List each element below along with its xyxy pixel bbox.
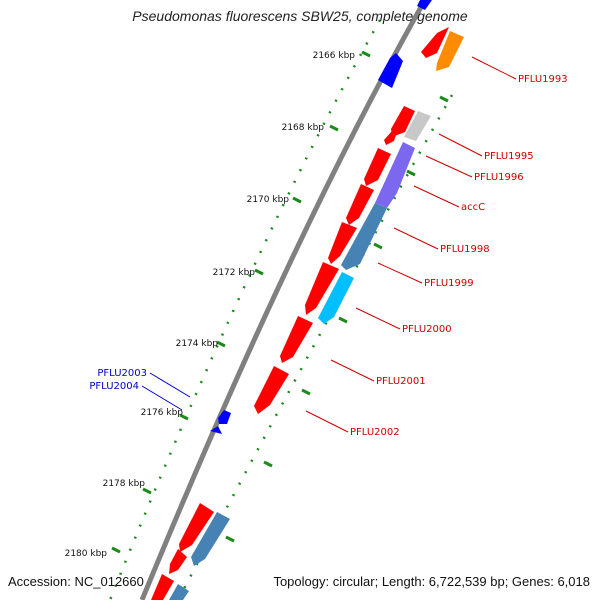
highlight-features [169,31,464,600]
callout-line [149,372,191,398]
callout-lines-plus [141,372,191,411]
gene-label: PFLU1995 [484,151,534,162]
gene-arrow [179,503,214,552]
gene-arrow-plus-top [417,0,432,10]
tick-mark [406,169,416,177]
gene-label: PFLU1998 [440,244,490,255]
genome-summary-text: Topology: circular; Length: 6,722,539 bp… [273,574,590,589]
dotted-tracks [108,19,454,600]
callout-line [393,227,439,250]
tick-mark [179,413,189,421]
feature-steelblue [341,203,387,270]
tick-mark [439,95,449,103]
tick-label: 2176 kbp [141,408,184,418]
major-ticks [111,50,371,554]
gene-label: PFLU2001 [376,376,426,387]
gene-label: PFLU1996 [474,172,524,183]
gene-arrow [346,184,374,225]
gene-arrow-pflu1993 [421,27,449,58]
outer-dotted-track [108,19,382,600]
tick-mark [142,487,152,495]
tick-label: 2174 kbp [176,339,219,349]
tick-mark [111,546,121,554]
feature-grey [404,111,431,141]
gene-label: PFLU2000 [402,324,452,335]
tick-mark [338,316,348,324]
genome-backbone [139,0,428,600]
callout-lines [305,56,517,433]
minus-strand-features [151,27,449,600]
gene-label: PFLU2003 [97,368,147,379]
feature-steelblue-lower [191,512,230,566]
gene-arrow [280,316,313,363]
gene-label: accC [461,202,485,213]
callout-line [141,385,183,411]
callout-line [377,262,423,284]
tick-label: 2180 kbp [65,549,108,559]
tick-label: 2172 kbp [213,268,256,278]
callout-line [413,185,460,208]
gene-labels-plus: PFLU2003 PFLU2004 [89,368,147,392]
gene-arrow [364,148,391,186]
gene-arrow [391,106,415,137]
gene-arrow [305,262,339,315]
tick-mark [301,388,311,396]
gene-arrow-plus [378,53,403,88]
accession-text: Accession: NC_012660 [8,574,144,589]
plus-strand-features [210,0,432,434]
tick-label: 2170 kbp [247,195,290,205]
gene-labels-minus: PFLU1993 PFLU1995 PFLU1996 accC PFLU1998… [350,74,568,438]
tick-mark [216,340,226,348]
tick-mark [329,124,339,132]
map-title: Pseudomonas fluorescens SBW25, complete … [132,8,468,24]
feature-cyan [318,272,354,324]
callout-line [355,307,401,330]
feature-purple [375,142,415,208]
feature-orange [436,31,464,71]
tick-mark [225,535,235,543]
gene-arrow-pflu2003 [218,410,231,424]
callout-line [305,410,349,433]
tick-mark [254,268,264,276]
gene-arrow [328,222,357,264]
tick-label: 2166 kbp [313,51,356,61]
gene-arrow [151,574,174,600]
tick-mark [292,196,302,204]
tick-label: 2178 kbp [103,479,146,489]
gene-arrow [384,131,397,145]
callout-line [425,155,473,178]
tick-label: 2168 kbp [282,123,325,133]
gene-label: PFLU2002 [350,427,400,438]
callout-line [330,359,375,382]
tick-mark [263,460,273,468]
tick-mark [373,242,383,250]
gene-label: PFLU1999 [424,278,474,289]
tick-labels: 2166 kbp 2168 kbp 2170 kbp 2172 kbp 2174… [65,51,356,559]
tick-mark [361,50,371,58]
gene-label: PFLU1993 [518,74,568,85]
feature-steelblue-bottom [169,584,189,600]
gene-arrow [169,549,187,574]
callout-line [438,133,483,157]
inner-ticks [225,95,449,543]
gene-arrow [254,366,289,414]
gene-arrow-pflu2004 [210,426,222,434]
callout-line [471,56,517,80]
gene-label: PFLU2004 [89,381,139,392]
